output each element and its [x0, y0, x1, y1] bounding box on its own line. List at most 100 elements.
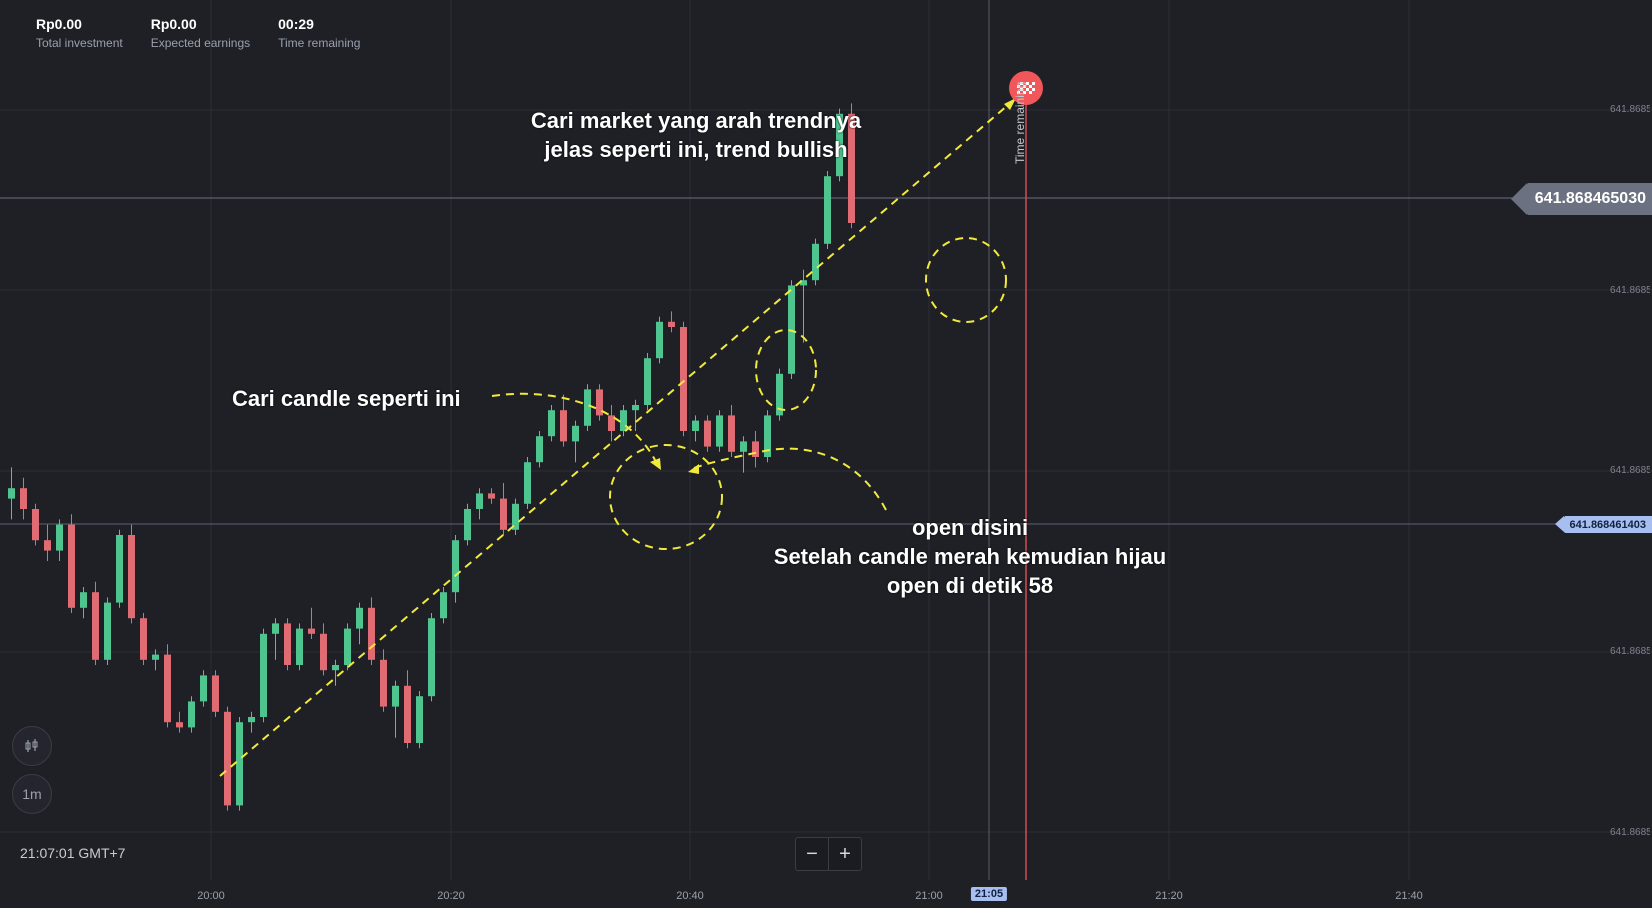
candle-body [200, 675, 207, 702]
candle-bearish [176, 711, 183, 733]
candle-body [800, 280, 807, 286]
candle-body [176, 722, 183, 728]
candle-body [44, 540, 51, 551]
candle-body [788, 285, 795, 374]
candle-body [116, 535, 123, 603]
candle-body [296, 628, 303, 665]
candle-body [8, 488, 15, 499]
candle-body [80, 592, 87, 608]
candle-bearish [380, 649, 387, 712]
pointer-curve [693, 447, 887, 511]
candle-body [92, 592, 99, 660]
candle-body [608, 415, 615, 431]
candle-body [332, 665, 339, 671]
time-remaining: 00:29 Time remaining [278, 16, 360, 51]
candle-body [272, 623, 279, 634]
candle-body [164, 654, 171, 723]
candle-body [668, 321, 675, 327]
candle-body [692, 420, 699, 431]
candle-body [20, 488, 27, 509]
candle-body [236, 722, 243, 806]
annotation-open-title: open disini [911, 515, 1029, 540]
annotations-overlay [219, 98, 1016, 777]
candle-bearish [488, 488, 495, 504]
candle-body [536, 436, 543, 463]
candle-body [776, 373, 783, 416]
candle-bullish [512, 498, 519, 535]
y-axis-label: 641.8685 [1610, 104, 1650, 115]
candle-body [56, 524, 63, 551]
candle-bearish [92, 581, 99, 665]
chart-type-candle-icon[interactable] [12, 726, 52, 766]
candle-bullish [524, 457, 531, 509]
candle-body [500, 498, 507, 530]
y-axis-label: 641.8685 [1610, 465, 1650, 476]
candle-bullish [800, 269, 807, 343]
x-axis-current-time: 21:05 [970, 887, 1008, 901]
candle-bullish [200, 670, 207, 707]
timeframe-button[interactable]: 1m [12, 774, 52, 814]
annotation-trend: Cari market yang arah trendnya jelas sep… [530, 108, 862, 162]
time-remaining-value: 00:29 [278, 16, 314, 32]
candle-bullish [836, 108, 843, 182]
candle-bearish [728, 405, 735, 457]
candle-bullish [56, 519, 63, 561]
candle-bullish [476, 488, 483, 520]
server-clock: 21:07:01 GMT+7 [20, 845, 126, 861]
candle-bullish [692, 415, 699, 442]
x-axis-label: 21:40 [1395, 890, 1423, 902]
finish-flag-icon[interactable] [1009, 71, 1043, 105]
zoom-in-button[interactable]: + [828, 838, 861, 870]
time-remaining-vertical-label: Time remaining [1013, 81, 1027, 164]
y-axis-label: 641.8685 [1610, 285, 1650, 296]
expected-earnings-label: Expected earnings [150, 36, 251, 50]
candle-bullish [464, 503, 471, 546]
candle-bullish [656, 316, 663, 364]
candle-bullish [536, 431, 543, 468]
candle-bullish [104, 597, 111, 665]
candle-body [476, 493, 483, 509]
pointer-curve [491, 392, 657, 463]
candle-body [416, 696, 423, 743]
candle-bullish [260, 628, 267, 723]
time-remaining-label: Time remaining [278, 36, 361, 50]
candle-body [656, 321, 663, 359]
candle-body [212, 675, 219, 712]
candle-body [488, 493, 495, 499]
candle-bearish [128, 524, 135, 624]
candle-body [188, 701, 195, 728]
candle-body [680, 327, 687, 431]
candle-bullish [392, 680, 399, 738]
annotation-open-rule: Setelah candle merah kemudian hijau [773, 544, 1167, 569]
total-investment-label: Total investment [36, 36, 123, 50]
candle-bullish [824, 171, 831, 249]
candle-body [524, 462, 531, 504]
candle-bullish [620, 405, 627, 437]
zoom-out-button[interactable]: − [806, 842, 818, 865]
x-axis-label: 20:00 [197, 890, 225, 902]
candle-body [704, 420, 711, 447]
trade-stats: Rp0.00 Total investment Rp0.00 Expected … [36, 16, 360, 51]
candle-body [356, 607, 363, 629]
candle-body [428, 618, 435, 697]
candle-bullish [584, 384, 591, 431]
candle-bearish [608, 405, 615, 442]
candle-bearish [284, 618, 291, 671]
candle-bullish [440, 587, 447, 624]
candle-body [752, 441, 759, 457]
candle-bearish [308, 607, 315, 639]
candle-body [152, 654, 159, 660]
candle-body [632, 405, 639, 411]
candle-bullish [632, 399, 639, 431]
candle-body [260, 633, 267, 717]
candle-body [320, 633, 327, 671]
candle-bullish [740, 436, 747, 473]
x-axis-label: 21:00 [915, 890, 943, 902]
candle-body [836, 113, 843, 177]
candle-body [644, 358, 651, 405]
candle-bullish [272, 618, 279, 660]
expected-earnings: Rp0.00 Expected earnings [151, 16, 250, 51]
candle-body [404, 685, 411, 743]
candle-body [512, 503, 519, 530]
